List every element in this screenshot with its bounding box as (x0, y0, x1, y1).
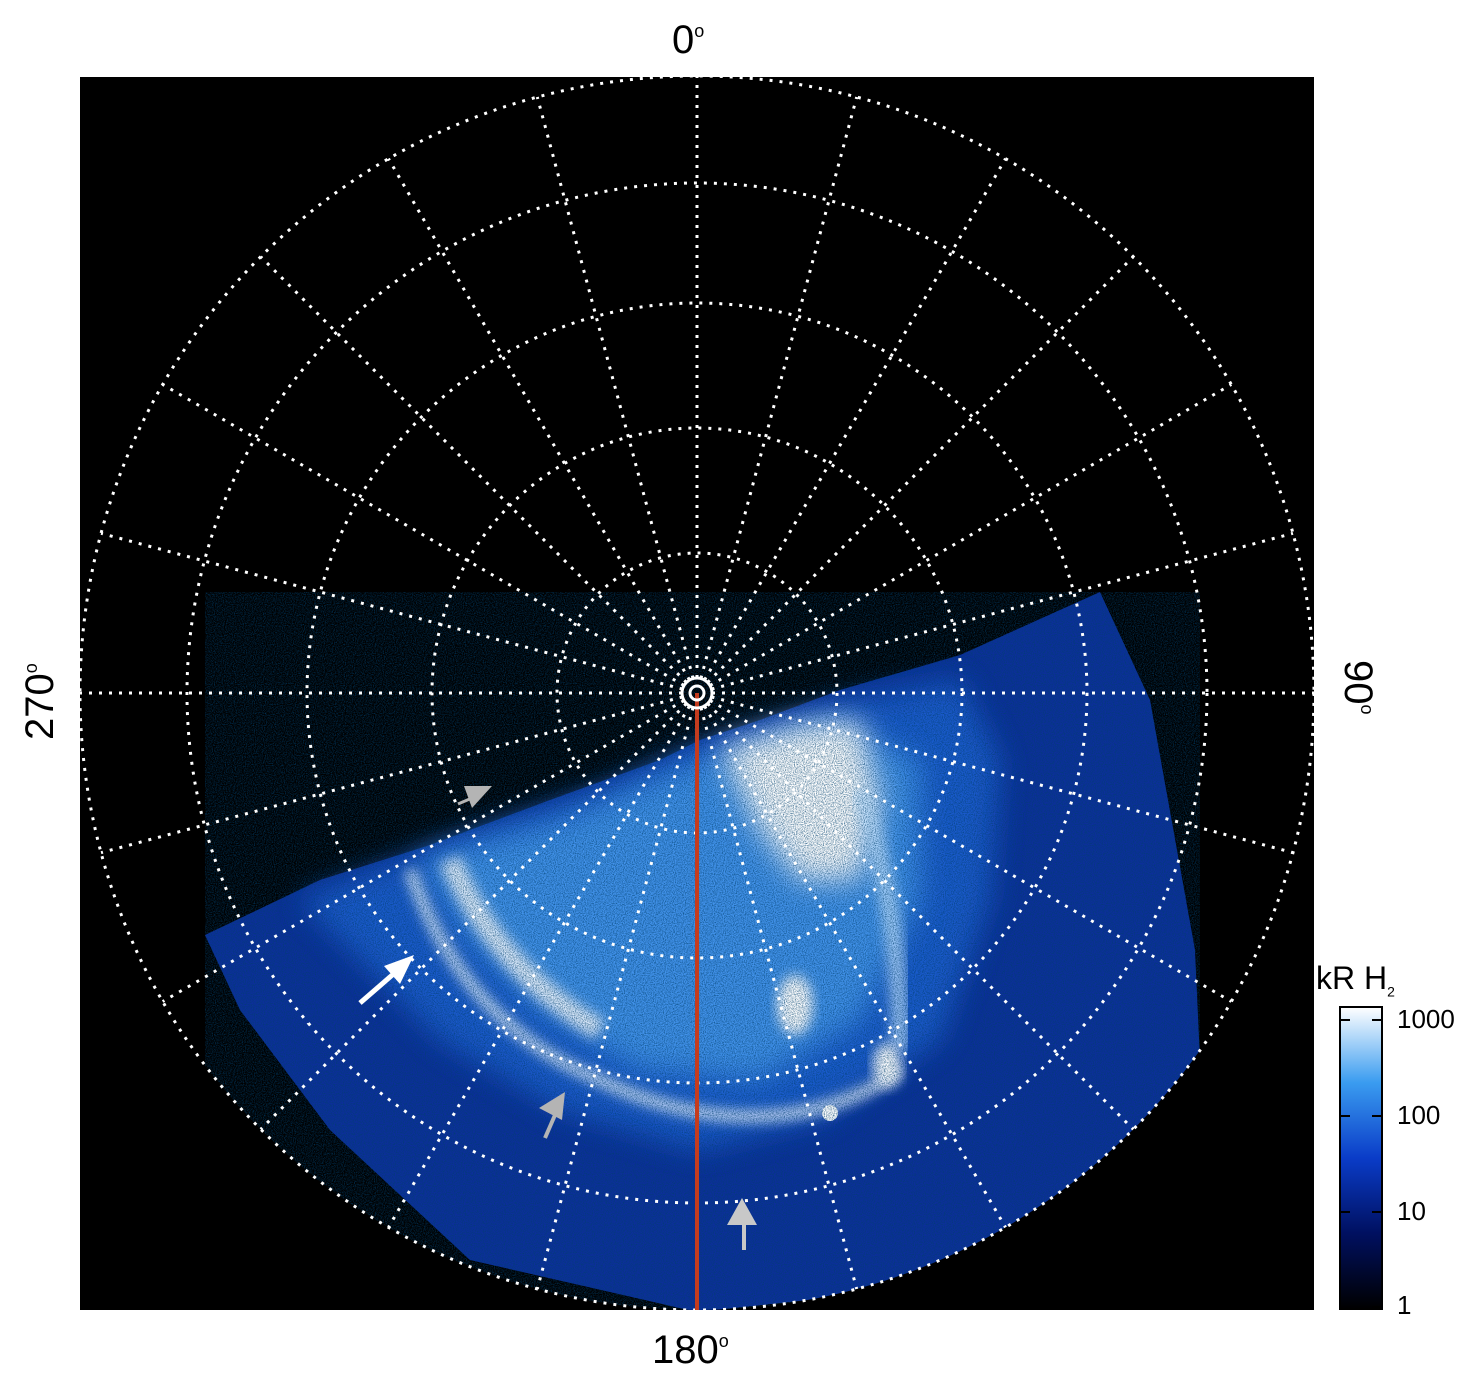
colorbar-tick-label: 100 (1397, 1100, 1441, 1130)
gray-arrow-lower (727, 1198, 757, 1250)
grid-meridian (387, 157, 691, 681)
grid-meridian (706, 702, 1135, 1131)
longitude-label-top: 0o (672, 18, 705, 62)
grid-meridian (709, 699, 1233, 1003)
pole-marker-inner (688, 684, 706, 702)
grid-meridian (161, 383, 685, 687)
longitude-label-bottom: 180o (652, 1328, 729, 1372)
grid-meridian (699, 96, 859, 679)
pole-marker-outer (680, 676, 714, 710)
colorbar (1339, 1006, 1383, 1310)
grid-meridian (100, 531, 683, 691)
colorbar-tick-label: 1 (1397, 1290, 1412, 1320)
annotation-arrows (358, 786, 757, 1250)
grid-meridian (535, 96, 695, 679)
colorbar-tick-label: 10 (1397, 1196, 1426, 1226)
grid-meridian (535, 707, 695, 1290)
grid-meridian (387, 705, 691, 1229)
grid-meridian (100, 695, 683, 855)
grid-meridian (699, 707, 859, 1290)
colorbar-gradient (1339, 1006, 1383, 1310)
gray-arrow-middle (539, 1092, 565, 1139)
colorbar-ticks (1340, 1019, 1382, 1308)
white-arrow (358, 955, 414, 1005)
gray-arrow-upper (457, 786, 492, 808)
grid-meridian (703, 157, 1007, 681)
colorbar-title: kR H2 (1316, 960, 1395, 1000)
longitude-label-left: 270o (18, 663, 62, 740)
grid-meridian (711, 695, 1294, 855)
grid-meridian (259, 702, 688, 1131)
grid-meridian (259, 255, 688, 684)
grid-meridian (706, 255, 1135, 684)
grid-circle (555, 551, 839, 835)
longitude-label-right: 90o (1336, 660, 1380, 715)
grid-meridian (711, 531, 1294, 691)
colorbar-tick-label: 1000 (1397, 1004, 1455, 1034)
grid-meridian (709, 383, 1233, 687)
grid-meridian (703, 705, 1007, 1229)
grid-meridian (161, 699, 685, 1003)
